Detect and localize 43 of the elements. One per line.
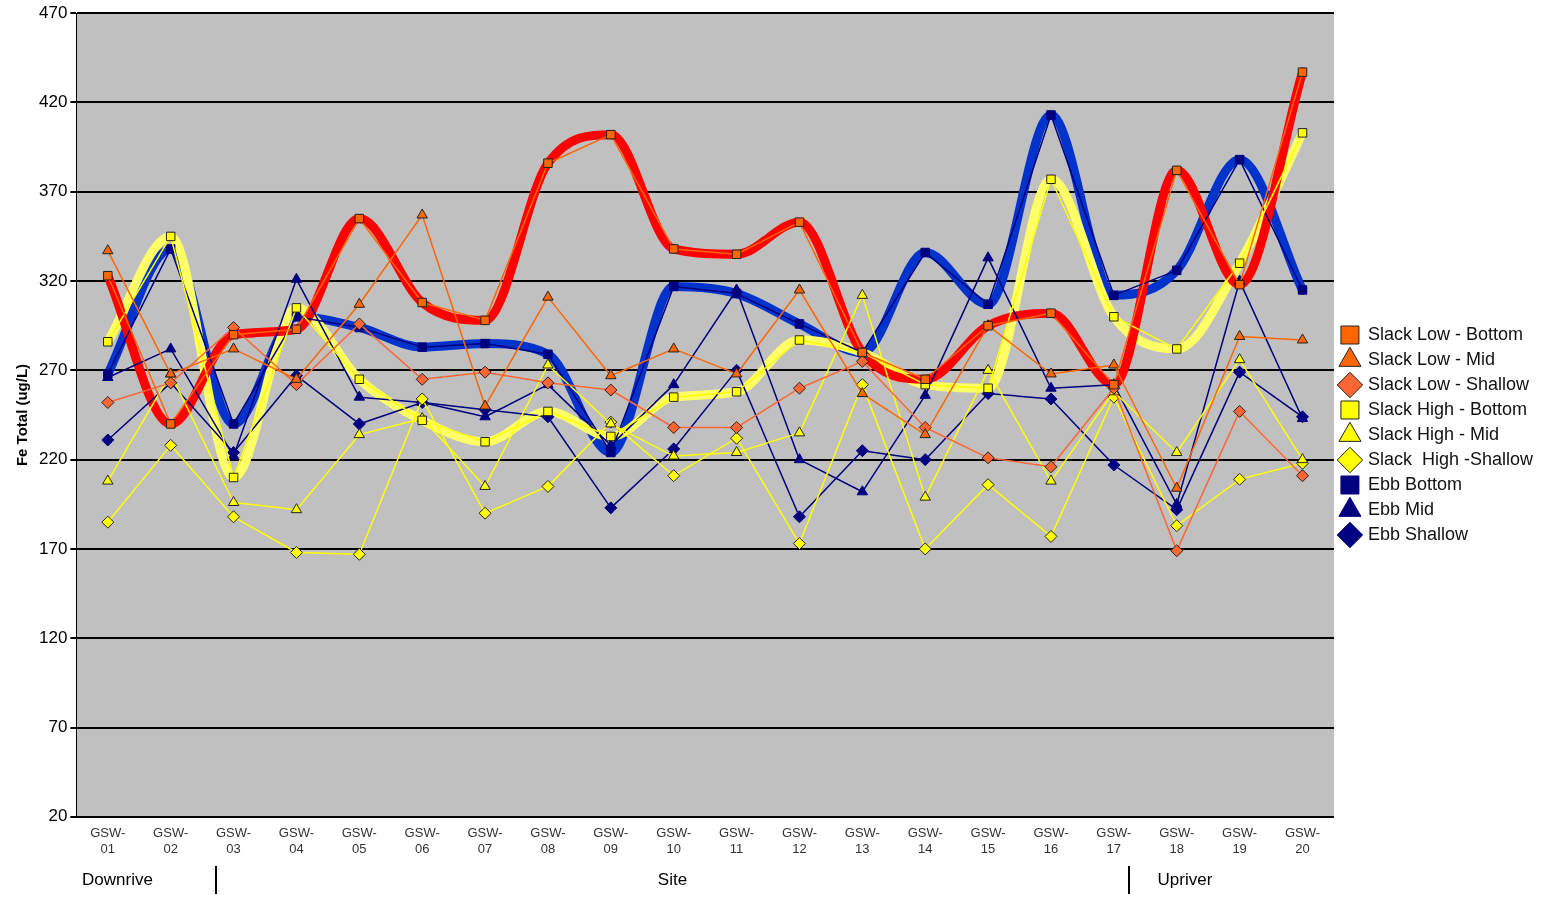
x-tick-label: GSW-15 — [970, 825, 1006, 856]
x-tick-label: GSW-12 — [781, 825, 818, 856]
y-tick-label: 420 — [38, 92, 68, 112]
x-tick-label: GSW-03 — [215, 825, 252, 856]
x-tick-label: GSW-04 — [278, 825, 315, 856]
x-tick-label: GSW-01 — [90, 825, 126, 856]
x-tick-label: GSW-11 — [719, 825, 755, 856]
y-tick-label: 320 — [38, 270, 68, 290]
text: Upriver — [1128, 866, 1240, 894]
x-tick-label: GSW-17 — [1096, 825, 1132, 856]
legend-label: Slack High - Bottom — [1367, 398, 1527, 419]
legend-label: Ebb Bottom — [1367, 473, 1462, 494]
y-tick-label: 170 — [38, 538, 68, 558]
x-tick-label: GSW-09 — [593, 825, 629, 856]
x-tick-label: GSW-20 — [1284, 825, 1321, 856]
y-tick-label: 370 — [38, 181, 68, 201]
legend-label: Slack High - Mid — [1367, 423, 1499, 444]
x-tick-label: GSW-10 — [656, 825, 692, 856]
text: Downrive — [81, 869, 154, 891]
x-tick-label: GSW-13 — [844, 825, 880, 856]
legend-label: Slack High -Shallow — [1367, 448, 1534, 469]
x-tick-label: GSW-07 — [467, 825, 503, 856]
y-tick-label: 470 — [38, 2, 68, 22]
legend-label: Ebb Shallow — [1367, 523, 1469, 544]
y-tick-label: 120 — [38, 627, 68, 647]
x-tick-label: GSW-19 — [1222, 825, 1258, 856]
y-axis-title: Fe Total (ug/L) — [13, 363, 31, 467]
text: Site — [215, 866, 1128, 894]
legend-label: Ebb Mid — [1367, 498, 1434, 519]
legend-label: Slack Low - Bottom — [1367, 323, 1523, 344]
x-tick-label: GSW-05 — [341, 825, 377, 856]
x-tick-label: GSW-14 — [907, 825, 943, 856]
legend-label: Slack Low - Shallow — [1367, 373, 1530, 394]
legend-label: Slack Low - Mid — [1367, 348, 1495, 369]
y-tick-label: 70 — [48, 717, 68, 737]
y-tick-label: 270 — [38, 360, 68, 380]
x-tick-label: GSW-16 — [1033, 825, 1069, 856]
x-tick-label: GSW-02 — [153, 825, 189, 856]
y-tick-label: 220 — [38, 449, 68, 469]
x-tick-label: GSW-18 — [1159, 825, 1195, 856]
y-tick-label: 20 — [48, 806, 68, 826]
x-tick-label: GSW-06 — [404, 825, 440, 856]
x-tick-label: GSW-08 — [530, 825, 566, 856]
